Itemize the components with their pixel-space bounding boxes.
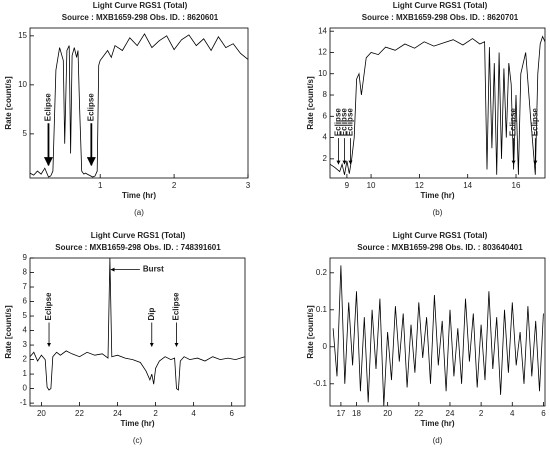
y-axis-label: Rate [count/s] (4, 305, 13, 359)
chart-title: Light Curve RGS1 (Total) (393, 1, 488, 10)
y-tick-label: 2 (323, 154, 328, 163)
y-tick-label: 8 (323, 90, 328, 99)
y-tick-label: 2 (23, 355, 28, 364)
x-tick-label: 16 (512, 181, 521, 190)
plot-frame (329, 257, 546, 407)
x-tick-label: 14 (463, 181, 472, 190)
x-tick-label: 4 (191, 409, 196, 418)
x-tick-label: 6 (541, 409, 546, 418)
x-tick-label: 6 (229, 409, 234, 418)
annotation-label: Eclipse (509, 108, 518, 137)
y-tick-label: 8 (23, 268, 28, 277)
panel-label: (b) (433, 208, 443, 217)
y-tick-label: 15 (18, 31, 27, 40)
y-tick-label: 5 (23, 129, 28, 138)
y-tick-label: 3 (23, 340, 28, 349)
x-tick-label: 9 (345, 181, 350, 190)
plot-frame (29, 257, 246, 407)
x-tick-label: 2 (153, 409, 158, 418)
x-axis-label: Time (hr) (420, 419, 454, 428)
y-tick-label: 12 (318, 48, 327, 57)
chart-subtitle: Source : MXB1659-298 Obs. ID. : 8620601 (62, 13, 219, 22)
y-tick-label: 1 (23, 369, 28, 378)
plot-frame (29, 27, 249, 179)
y-tick-label: 0 (23, 384, 28, 393)
annotation-label: Eclipse (44, 292, 53, 321)
panel-label: (a) (134, 208, 144, 217)
x-tick-label: 2 (479, 409, 484, 418)
x-tick-label: 22 (75, 409, 84, 418)
y-tick-label: 14 (318, 26, 327, 35)
y-tick-label: -1 (20, 398, 28, 407)
y-tick-label: 7 (23, 282, 28, 291)
y-tick-label: 10 (318, 69, 327, 78)
chart-title: Light Curve RGS1 (Total) (93, 1, 188, 10)
x-axis-label: Time (hr) (122, 191, 156, 200)
chart-title: Light Curve RGS1 (Total) (91, 231, 186, 240)
chart-subtitle: Source : MXB1659-298 Obs. ID. : 74839160… (55, 243, 221, 252)
light-curve (29, 33, 249, 178)
x-axis-label: Time (hr) (420, 191, 454, 200)
annotation-label: Eclipse (334, 108, 343, 137)
light-curve (329, 35, 546, 175)
x-tick-label: 20 (37, 409, 46, 418)
annotation-label: Eclipse (172, 292, 181, 321)
light-curve (29, 257, 246, 391)
x-tick-label: 22 (414, 409, 423, 418)
annotation-label: Dip (147, 308, 156, 321)
x-tick-label: 24 (113, 409, 122, 418)
annotation-label: Burst (143, 265, 164, 274)
annotation-label: Eclipse (346, 108, 355, 137)
y-tick-label: 10 (18, 80, 27, 89)
x-tick-label: 12 (415, 181, 424, 190)
y-tick-label: 6 (323, 111, 328, 120)
y-axis-label: Rate [count/s] (4, 76, 13, 130)
y-tick-label: 9 (23, 253, 28, 262)
y-axis-label: Rate [count/s] (306, 76, 315, 130)
x-tick-label: 3 (246, 181, 251, 190)
x-axis-label: Time (hr) (120, 419, 154, 428)
x-tick-label: 4 (510, 409, 515, 418)
chart-subtitle: Source : MXB1659-298 Obs. ID. : 80364040… (357, 243, 523, 252)
y-tick-label: -0.1 (313, 379, 327, 388)
y-tick-label: 5 (23, 311, 28, 320)
y-tick-label: 6 (23, 297, 28, 306)
annotation-label: Eclipse (530, 108, 539, 137)
y-tick-label: 0 (323, 342, 328, 351)
y-tick-label: 4 (323, 133, 328, 142)
y-axis-label: Rate [count/s] (306, 305, 315, 359)
x-tick-label: 10 (367, 181, 376, 190)
panel-label: (d) (433, 436, 443, 445)
chart-title: Light Curve RGS1 (Total) (393, 231, 488, 240)
x-tick-label: 24 (446, 409, 455, 418)
y-tick-label: 0.2 (316, 268, 328, 277)
x-tick-label: 20 (383, 409, 392, 418)
plot-frame (329, 27, 546, 179)
chart-subtitle: Source : MXB1659-298 Obs. ID. : 8620701 (362, 13, 519, 22)
annotation-label: Eclipse (340, 108, 349, 137)
annotation-label: Eclipse (86, 93, 95, 122)
x-tick-label: 17 (336, 409, 345, 418)
x-tick-label: 18 (352, 409, 361, 418)
light-curve (332, 265, 544, 407)
x-tick-label: 1 (98, 181, 103, 190)
panel-label: (c) (133, 436, 143, 445)
y-tick-label: 4 (23, 326, 28, 335)
x-tick-label: 2 (172, 181, 177, 190)
y-tick-label: 0.1 (316, 305, 328, 314)
annotation-label: Eclipse (44, 93, 53, 122)
